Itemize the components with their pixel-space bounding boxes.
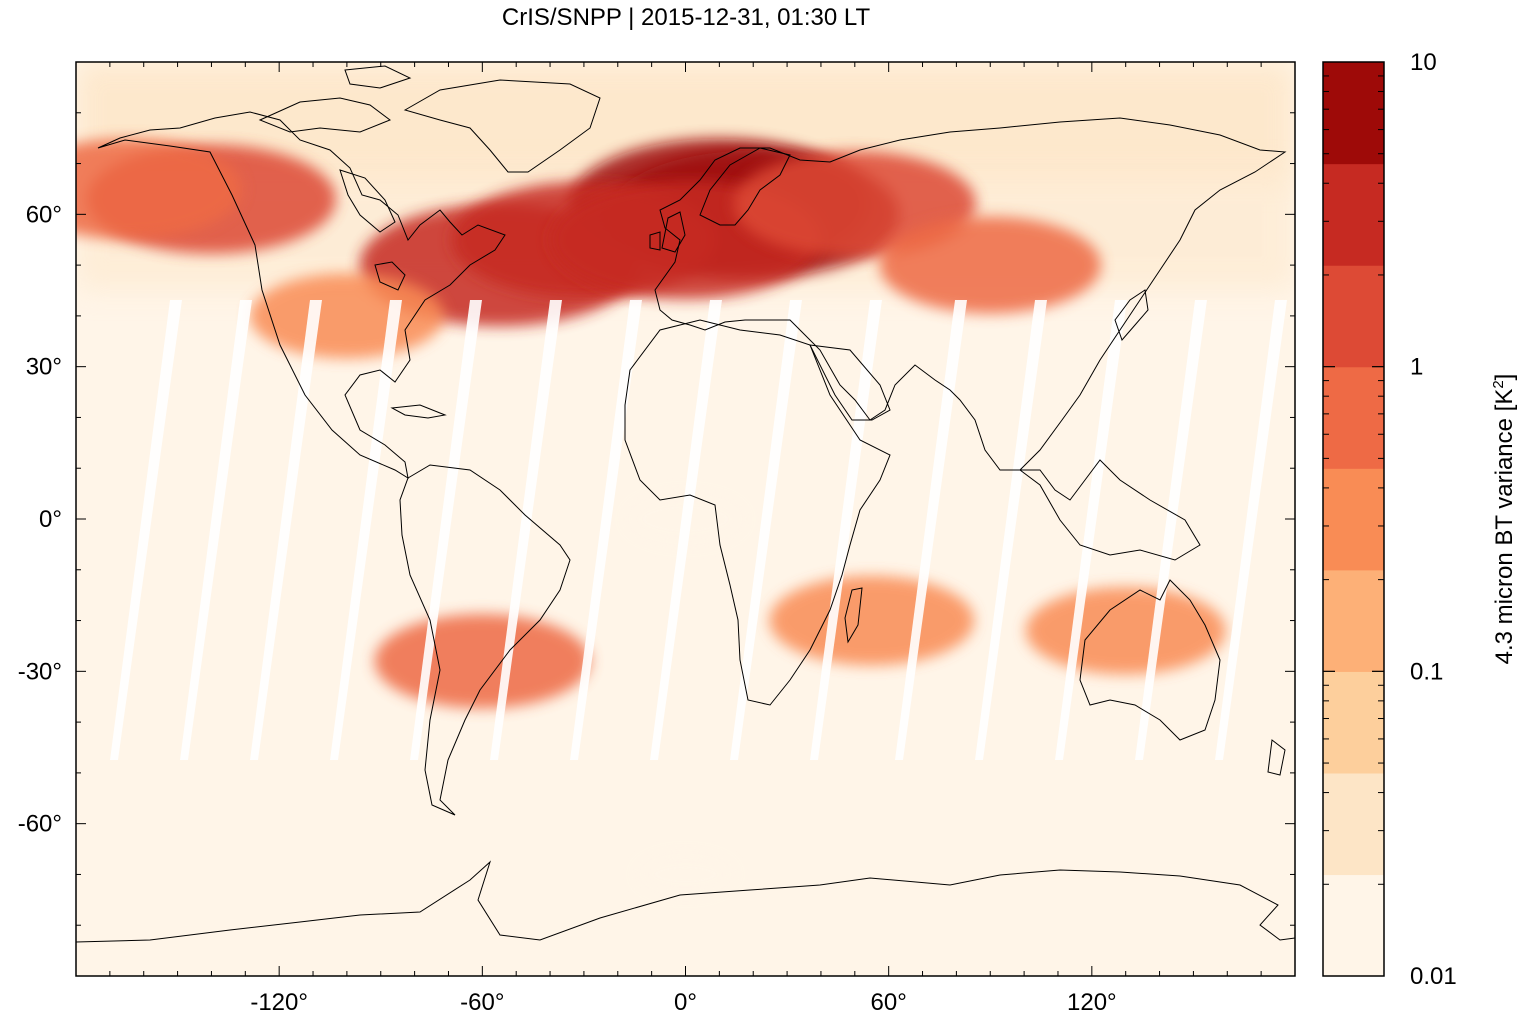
figure-title: CrIS/SNPP | 2015-12-31, 01:30 LT xyxy=(501,4,871,31)
variance-region-9 xyxy=(374,614,591,709)
lat-tick-label: -60° xyxy=(18,811,62,838)
coast-cuba xyxy=(390,404,447,419)
swath-gap-2 xyxy=(250,300,322,760)
coast-north-america xyxy=(97,111,506,480)
longitude-tick-labels: -120° -60° 0° 60° 120° xyxy=(250,989,1116,1016)
swath-gap-5 xyxy=(490,300,562,760)
swath-gap-10 xyxy=(895,300,967,760)
coast-africa xyxy=(624,319,891,706)
colorbar-tick-label: 0.01 xyxy=(1410,963,1457,990)
lat-tick-label: 60° xyxy=(26,201,62,228)
coast-great-lakes xyxy=(374,261,406,291)
coast-arabia xyxy=(809,344,891,421)
variance-region-7 xyxy=(76,138,242,240)
colorbar-tick-label: 0.1 xyxy=(1410,658,1443,685)
colorbar xyxy=(1322,61,1385,977)
lat-tick-label: -30° xyxy=(18,658,62,685)
swath-gap-9 xyxy=(810,300,882,760)
colorbar-tick-label: 1 xyxy=(1410,354,1423,381)
swath-gap-11 xyxy=(975,300,1047,760)
colorbar-label: 4.3 micron BT variance [K2] xyxy=(1490,374,1518,665)
coast-greenland xyxy=(403,79,601,173)
lon-tick-label: 60° xyxy=(871,989,907,1016)
swath-gap-1 xyxy=(180,300,252,760)
swath-gap-6 xyxy=(570,300,642,760)
colorbar-label-superscript: 2 xyxy=(1490,380,1507,388)
colorbar-bin-4 xyxy=(1323,468,1384,571)
colorbar-label-close: ] xyxy=(1491,374,1518,381)
swath-gap-8 xyxy=(730,300,802,760)
swath-gap-12 xyxy=(1055,300,1127,760)
coast-scandinavia xyxy=(699,147,791,226)
colorbar-tick-label: 10 xyxy=(1410,49,1437,76)
swath-gap-0 xyxy=(110,300,182,760)
swath-gap-14 xyxy=(1215,300,1287,760)
colorbar-bin-7 xyxy=(1323,163,1384,266)
lon-tick-label: -60° xyxy=(460,989,504,1016)
colorbar-bin-8 xyxy=(1323,62,1384,165)
lat-tick-label: 0° xyxy=(39,506,62,533)
swath-gap-3 xyxy=(330,300,402,760)
swath-gap-4 xyxy=(410,300,482,760)
coast-southeast-asia xyxy=(1018,459,1201,561)
coast-hudson-bay xyxy=(339,169,396,233)
coastlines xyxy=(76,65,1295,943)
variance-region-14 xyxy=(637,853,734,896)
latitude-tick-labels: 60° 30° 0° -30° -60° xyxy=(18,201,62,837)
colorbar-bin-0 xyxy=(1323,874,1384,977)
colorbar-bin-3 xyxy=(1323,569,1384,672)
lon-tick-label: 0° xyxy=(674,989,697,1016)
variance-field xyxy=(76,62,1295,896)
colorbar-ticks xyxy=(1323,61,1384,977)
colorbar-bin-1 xyxy=(1323,772,1384,876)
colorbar-bin-5 xyxy=(1323,366,1384,469)
colorbar-label-main: 4.3 micron BT variance [K xyxy=(1491,389,1518,665)
variance-region-10 xyxy=(769,575,975,666)
colorbar-tick-labels: 10 1 0.1 0.01 xyxy=(1410,49,1457,990)
colorbar-frame xyxy=(1322,61,1385,977)
coast-new-zealand xyxy=(1267,739,1286,776)
coast-japan xyxy=(1114,289,1149,341)
variance-region-8 xyxy=(879,216,1101,314)
coast-british-isles xyxy=(649,211,686,253)
lon-tick-label: 120° xyxy=(1067,989,1117,1016)
colorbar-bin-6 xyxy=(1323,265,1384,368)
colorbar-bin-2 xyxy=(1323,671,1384,774)
coast-arctic-islands xyxy=(258,65,412,133)
swath-gap-7 xyxy=(650,300,722,760)
map-ticks xyxy=(76,62,1295,976)
coast-europe-asia xyxy=(654,117,1287,471)
swath-gap-13 xyxy=(1135,300,1207,760)
coast-australia xyxy=(1079,579,1221,741)
lon-tick-label: -120° xyxy=(250,989,308,1016)
coast-south-america xyxy=(399,464,571,816)
lat-tick-label: 30° xyxy=(26,354,62,381)
coast-antarctica xyxy=(76,860,1295,943)
coast-madagascar xyxy=(844,587,863,644)
